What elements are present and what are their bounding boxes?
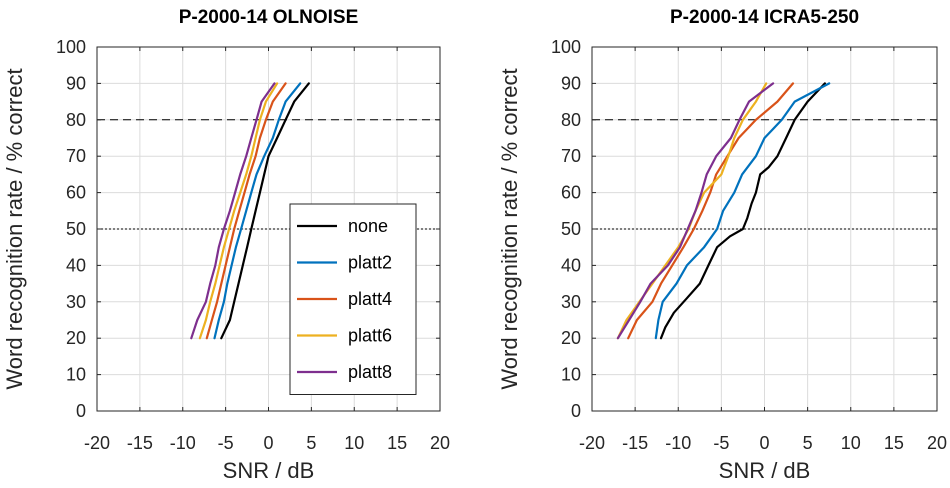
y-tick-label: 20 [561, 328, 581, 348]
series-line-platt8 [190, 82, 276, 340]
y-tick-label: 30 [66, 292, 86, 312]
x-tick-label: 5 [803, 433, 813, 453]
y-tick-label: 80 [66, 110, 86, 130]
series-line-none [220, 82, 310, 340]
y-tick-label: 60 [66, 183, 86, 203]
series-line-platt2 [213, 82, 302, 340]
chart-title: P-2000-14 ICRA5-250 [670, 7, 859, 28]
legend: none platt2 platt4 platt6 platt8 [289, 203, 417, 395]
x-tick-label: 10 [344, 433, 364, 453]
x-tick-label: -15 [127, 433, 153, 453]
x-tick-label: 20 [430, 433, 450, 453]
x-tick-label: -20 [579, 433, 605, 453]
y-tick-label: 20 [66, 328, 86, 348]
y-tick-label: 10 [561, 365, 581, 385]
y-tick-label: 100 [56, 37, 86, 57]
x-tick-label: 10 [841, 433, 861, 453]
x-tick-label: 0 [759, 433, 769, 453]
chart-panel-1: -20 -15 -10 -5 0 5 10 15 20 0 10 20 30 40 50 60 70 80 90 10… [2, 7, 450, 483]
legend-label-platt2: platt2 [348, 253, 392, 273]
y-tick-label: 90 [561, 73, 581, 93]
series-line-platt4 [205, 82, 287, 340]
y-tick-label: 50 [66, 219, 86, 239]
y-axis-label: Word recognition rate / % correct [497, 68, 522, 389]
x-tick-label: -5 [713, 433, 729, 453]
x-tick-label: -20 [84, 433, 110, 453]
y-tick-label: 40 [561, 255, 581, 275]
x-tick-label: -10 [665, 433, 691, 453]
x-tick-label: 15 [884, 433, 904, 453]
legend-label-platt6: platt6 [348, 326, 392, 346]
y-tick-label: 80 [561, 110, 581, 130]
x-tick-label: -5 [218, 433, 234, 453]
x-tick-label: 5 [306, 433, 316, 453]
y-tick-label: 60 [561, 183, 581, 203]
series-line-platt6 [198, 82, 279, 340]
y-tick-label: 100 [551, 37, 581, 57]
x-tick-label: 15 [387, 433, 407, 453]
x-axis-label: SNR / dB [719, 458, 811, 483]
series-line-platt8 [616, 82, 775, 340]
y-axis-label: Word recognition rate / % correct [2, 68, 27, 389]
y-tick-label: 70 [561, 146, 581, 166]
chart-title: P-2000-14 OLNOISE [179, 7, 359, 28]
x-tick-label: 0 [263, 433, 273, 453]
x-tick-label: -10 [170, 433, 196, 453]
y-tick-label: 10 [66, 365, 86, 385]
y-tick-label: 0 [571, 401, 581, 421]
legend-label-platt4: platt4 [348, 289, 392, 309]
series-line-platt2 [654, 82, 831, 340]
chart-panel-2: -20 -15 -10 -5 0 5 10 15 20 0 10 20 30 40 50 60 70 80 90 10… [497, 7, 947, 483]
y-tick-label: 40 [66, 255, 86, 275]
y-tick-label: 90 [66, 73, 86, 93]
legend-label-none: none [348, 216, 388, 236]
series-line-none [659, 82, 827, 340]
legend-label-platt8: platt8 [348, 362, 392, 382]
x-tick-label: 20 [927, 433, 947, 453]
y-tick-label: 30 [561, 292, 581, 312]
x-axis-label: SNR / dB [223, 458, 315, 483]
y-tick-label: 70 [66, 146, 86, 166]
y-tick-label: 0 [76, 401, 86, 421]
x-tick-label: -15 [622, 433, 648, 453]
y-tick-label: 50 [561, 219, 581, 239]
series-line-platt4 [627, 82, 795, 340]
